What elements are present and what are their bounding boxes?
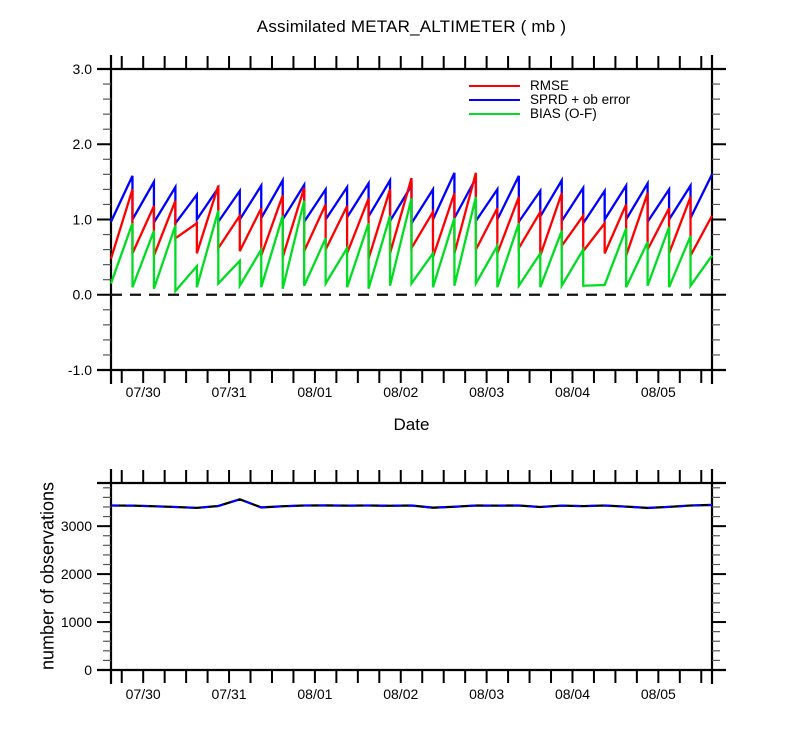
x-tick-label: 08/01 bbox=[297, 384, 332, 400]
y-tick-label: -1.0 bbox=[68, 362, 92, 378]
y-tick-label: 1000 bbox=[61, 614, 92, 630]
y-tick-label: 3.0 bbox=[73, 61, 93, 77]
legend: RMSE SPRD + ob error BIAS (O-F) bbox=[469, 79, 630, 121]
y-axis-title-observations: number of observations bbox=[37, 481, 58, 671]
x-tick-label: 08/03 bbox=[469, 384, 504, 400]
legend-swatch-bias-icon bbox=[469, 113, 520, 115]
x-tick-label: 07/30 bbox=[126, 686, 161, 702]
x-tick-label: 08/02 bbox=[383, 384, 418, 400]
legend-item-bias: BIAS (O-F) bbox=[469, 107, 630, 121]
legend-label-sprd: SPRD + ob error bbox=[530, 92, 631, 107]
x-tick-label: 08/05 bbox=[641, 686, 676, 702]
x-tick-label: 08/02 bbox=[383, 686, 418, 702]
y-tick-label: 3000 bbox=[61, 518, 92, 534]
x-tick-label: 08/04 bbox=[555, 384, 590, 400]
legend-swatch-rmse-icon bbox=[469, 85, 520, 87]
BIAS (O-F)-line bbox=[109, 196, 713, 295]
legend-swatch-sprd-icon bbox=[469, 99, 520, 101]
y-tick-label: 0.0 bbox=[73, 287, 93, 303]
x-tick-label: 08/03 bbox=[469, 686, 504, 702]
legend-label-bias: BIAS (O-F) bbox=[530, 106, 597, 121]
x-tick-label: 08/04 bbox=[555, 686, 590, 702]
legend-label-rmse: RMSE bbox=[530, 78, 570, 93]
y-tick-label: 2000 bbox=[61, 566, 92, 582]
y-tick-label: 2.0 bbox=[73, 136, 93, 152]
x-tick-label: 07/31 bbox=[212, 686, 247, 702]
x-tick-label: 08/05 bbox=[641, 384, 676, 400]
chart-title: Assimilated METAR_ALTIMETER ( mb ) bbox=[256, 17, 567, 36]
x-tick-label: 07/31 bbox=[212, 384, 247, 400]
y-tick-label: 0 bbox=[84, 662, 92, 678]
y-tick-label: 1.0 bbox=[73, 211, 93, 227]
x-tick-label: 07/30 bbox=[126, 384, 161, 400]
observations-blue-dashed-line bbox=[110, 498, 713, 509]
x-axis-title: Date bbox=[393, 415, 430, 434]
legend-item-sprd: SPRD + ob error bbox=[469, 93, 630, 107]
legend-item-rmse: RMSE bbox=[469, 79, 630, 93]
x-tick-label: 08/01 bbox=[297, 686, 332, 702]
